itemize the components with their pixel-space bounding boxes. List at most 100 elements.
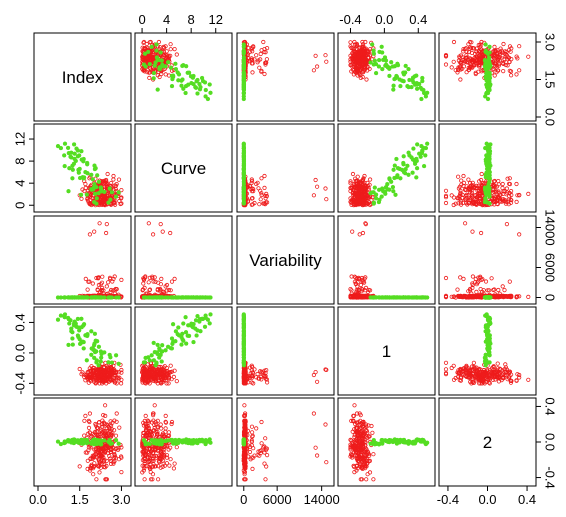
green-point-Variability-1 bbox=[372, 295, 377, 300]
green-point-1-Variability bbox=[241, 333, 247, 338]
red-point-Index-1 bbox=[361, 54, 367, 59]
green-point-Curve-Index bbox=[68, 154, 73, 159]
red-point-Index-2 bbox=[508, 69, 514, 74]
green-point-1-Curve bbox=[208, 312, 213, 317]
red-point-Index-2 bbox=[479, 39, 484, 45]
red-point-Index-Curve bbox=[140, 45, 145, 50]
green-point-Index-1 bbox=[412, 74, 417, 79]
green-point-1-Curve bbox=[197, 317, 203, 322]
red-point-Index-2 bbox=[500, 50, 505, 55]
red-point-Index-Curve bbox=[147, 70, 153, 75]
green-point-Curve-2 bbox=[484, 170, 489, 175]
green-point-Index-Curve bbox=[195, 91, 200, 96]
green-point-1-Curve bbox=[159, 359, 164, 364]
green-point-Index-Curve bbox=[155, 57, 160, 63]
green-point-Index-Curve bbox=[180, 63, 185, 69]
green-point-Index-Curve bbox=[157, 66, 162, 71]
red-point-Index-1 bbox=[358, 55, 363, 61]
red-point-Index-2 bbox=[501, 61, 506, 67]
red-point-Index-1 bbox=[356, 58, 361, 63]
red-point-Index-2 bbox=[458, 66, 463, 71]
red-point-Index-2 bbox=[505, 57, 510, 62]
green-point-Index-Curve bbox=[160, 64, 165, 69]
green-point-Curve-1 bbox=[391, 189, 396, 194]
diagonal-label-Curve: Curve bbox=[161, 159, 206, 178]
green-point-Curve-Index bbox=[83, 169, 88, 175]
panel-Index-Index bbox=[33, 32, 132, 122]
green-point-1-Index bbox=[66, 342, 71, 348]
green-point-Variability-Index bbox=[72, 295, 77, 300]
green-point-1-Index bbox=[79, 316, 84, 321]
green-point-Index-Variability bbox=[241, 94, 246, 99]
green-point-1-Curve bbox=[191, 339, 196, 345]
red-point-Index-1 bbox=[360, 39, 365, 45]
red-point-Index-2 bbox=[503, 62, 508, 68]
green-point-1-Index bbox=[58, 313, 64, 318]
green-point-Index-2 bbox=[483, 94, 488, 99]
red-point-Index-2 bbox=[502, 56, 507, 62]
green-point-Index-Curve bbox=[197, 81, 202, 87]
panel-Variability-1 bbox=[337, 215, 436, 305]
green-point-1-Index bbox=[75, 333, 81, 338]
green-point-Index-Variability bbox=[241, 50, 247, 55]
green-point-Curve-Index bbox=[62, 141, 68, 146]
green-point-1-Index bbox=[84, 358, 89, 363]
red-point-Index-2 bbox=[460, 55, 465, 60]
green-point-Curve-Index bbox=[71, 142, 77, 147]
green-point-Index-1 bbox=[373, 70, 379, 76]
green-point-Index-1 bbox=[391, 83, 396, 88]
red-point-Index-Variability bbox=[259, 48, 264, 53]
green-point-1-Index bbox=[85, 333, 90, 338]
green-point-Index-Curve bbox=[165, 60, 171, 65]
red-point-Index-2 bbox=[461, 64, 467, 69]
green-point-1-Curve bbox=[184, 341, 189, 346]
green-point-Curve-Index bbox=[89, 172, 94, 177]
green-point-Variability-Index bbox=[107, 295, 112, 300]
green-point-Variability-Index bbox=[62, 295, 68, 300]
red-point-Index-2 bbox=[507, 59, 512, 65]
green-point-Index-Curve bbox=[173, 61, 178, 66]
green-point-Curve-Index bbox=[81, 175, 87, 180]
red-point-Index-Curve bbox=[159, 71, 164, 77]
green-point-1-Index bbox=[81, 339, 86, 345]
green-point-1-Index bbox=[89, 352, 94, 357]
green-point-Curve-1 bbox=[393, 192, 398, 197]
diagonal-label-Variability: Variability bbox=[249, 251, 322, 270]
green-point-Curve-Index bbox=[109, 190, 115, 195]
green-point-Curve-Index bbox=[96, 179, 102, 184]
green-point-1-Curve bbox=[202, 324, 208, 329]
green-point-Index-Curve bbox=[173, 66, 179, 72]
green-point-Index-1 bbox=[414, 86, 420, 91]
green-point-Index-1 bbox=[420, 75, 425, 81]
green-point-Index-Curve bbox=[199, 75, 205, 81]
green-point-1-Curve bbox=[176, 325, 181, 330]
green-point-Curve-Index bbox=[90, 177, 95, 182]
green-point-1-Index bbox=[106, 360, 111, 365]
red-point-Index-2 bbox=[443, 53, 449, 58]
red-point-Index-2 bbox=[479, 67, 484, 72]
green-point-Index-1 bbox=[406, 66, 411, 72]
red-point-Index-2 bbox=[503, 52, 508, 57]
green-point-Index-Curve bbox=[189, 80, 194, 86]
green-point-Curve-1 bbox=[387, 187, 392, 192]
green-point-Variability-1 bbox=[419, 295, 425, 300]
green-point-Curve-2 bbox=[486, 150, 492, 156]
green-point-Curve-2 bbox=[485, 189, 491, 194]
red-point-Index-1 bbox=[349, 45, 354, 50]
green-point-1-Curve bbox=[189, 321, 194, 326]
red-point-Index-1 bbox=[348, 40, 353, 45]
red-point-Index-1 bbox=[357, 68, 362, 73]
red-point-Index-1 bbox=[360, 70, 365, 75]
red-point-Index-2 bbox=[464, 58, 469, 63]
red-point-Index-1 bbox=[356, 56, 361, 61]
green-point-Index-Variability bbox=[241, 87, 246, 92]
red-point-Index-1 bbox=[363, 39, 368, 45]
red-point-Index-Variability bbox=[262, 71, 267, 77]
green-point-Index-Curve bbox=[169, 83, 175, 89]
red-point-Index-Curve bbox=[161, 44, 166, 50]
green-point-Curve-1 bbox=[406, 172, 411, 177]
red-point-Index-Variability bbox=[313, 53, 318, 58]
red-point-Index-2 bbox=[466, 42, 471, 47]
green-point-Index-1 bbox=[401, 70, 406, 75]
green-point-Index-1 bbox=[401, 79, 406, 84]
